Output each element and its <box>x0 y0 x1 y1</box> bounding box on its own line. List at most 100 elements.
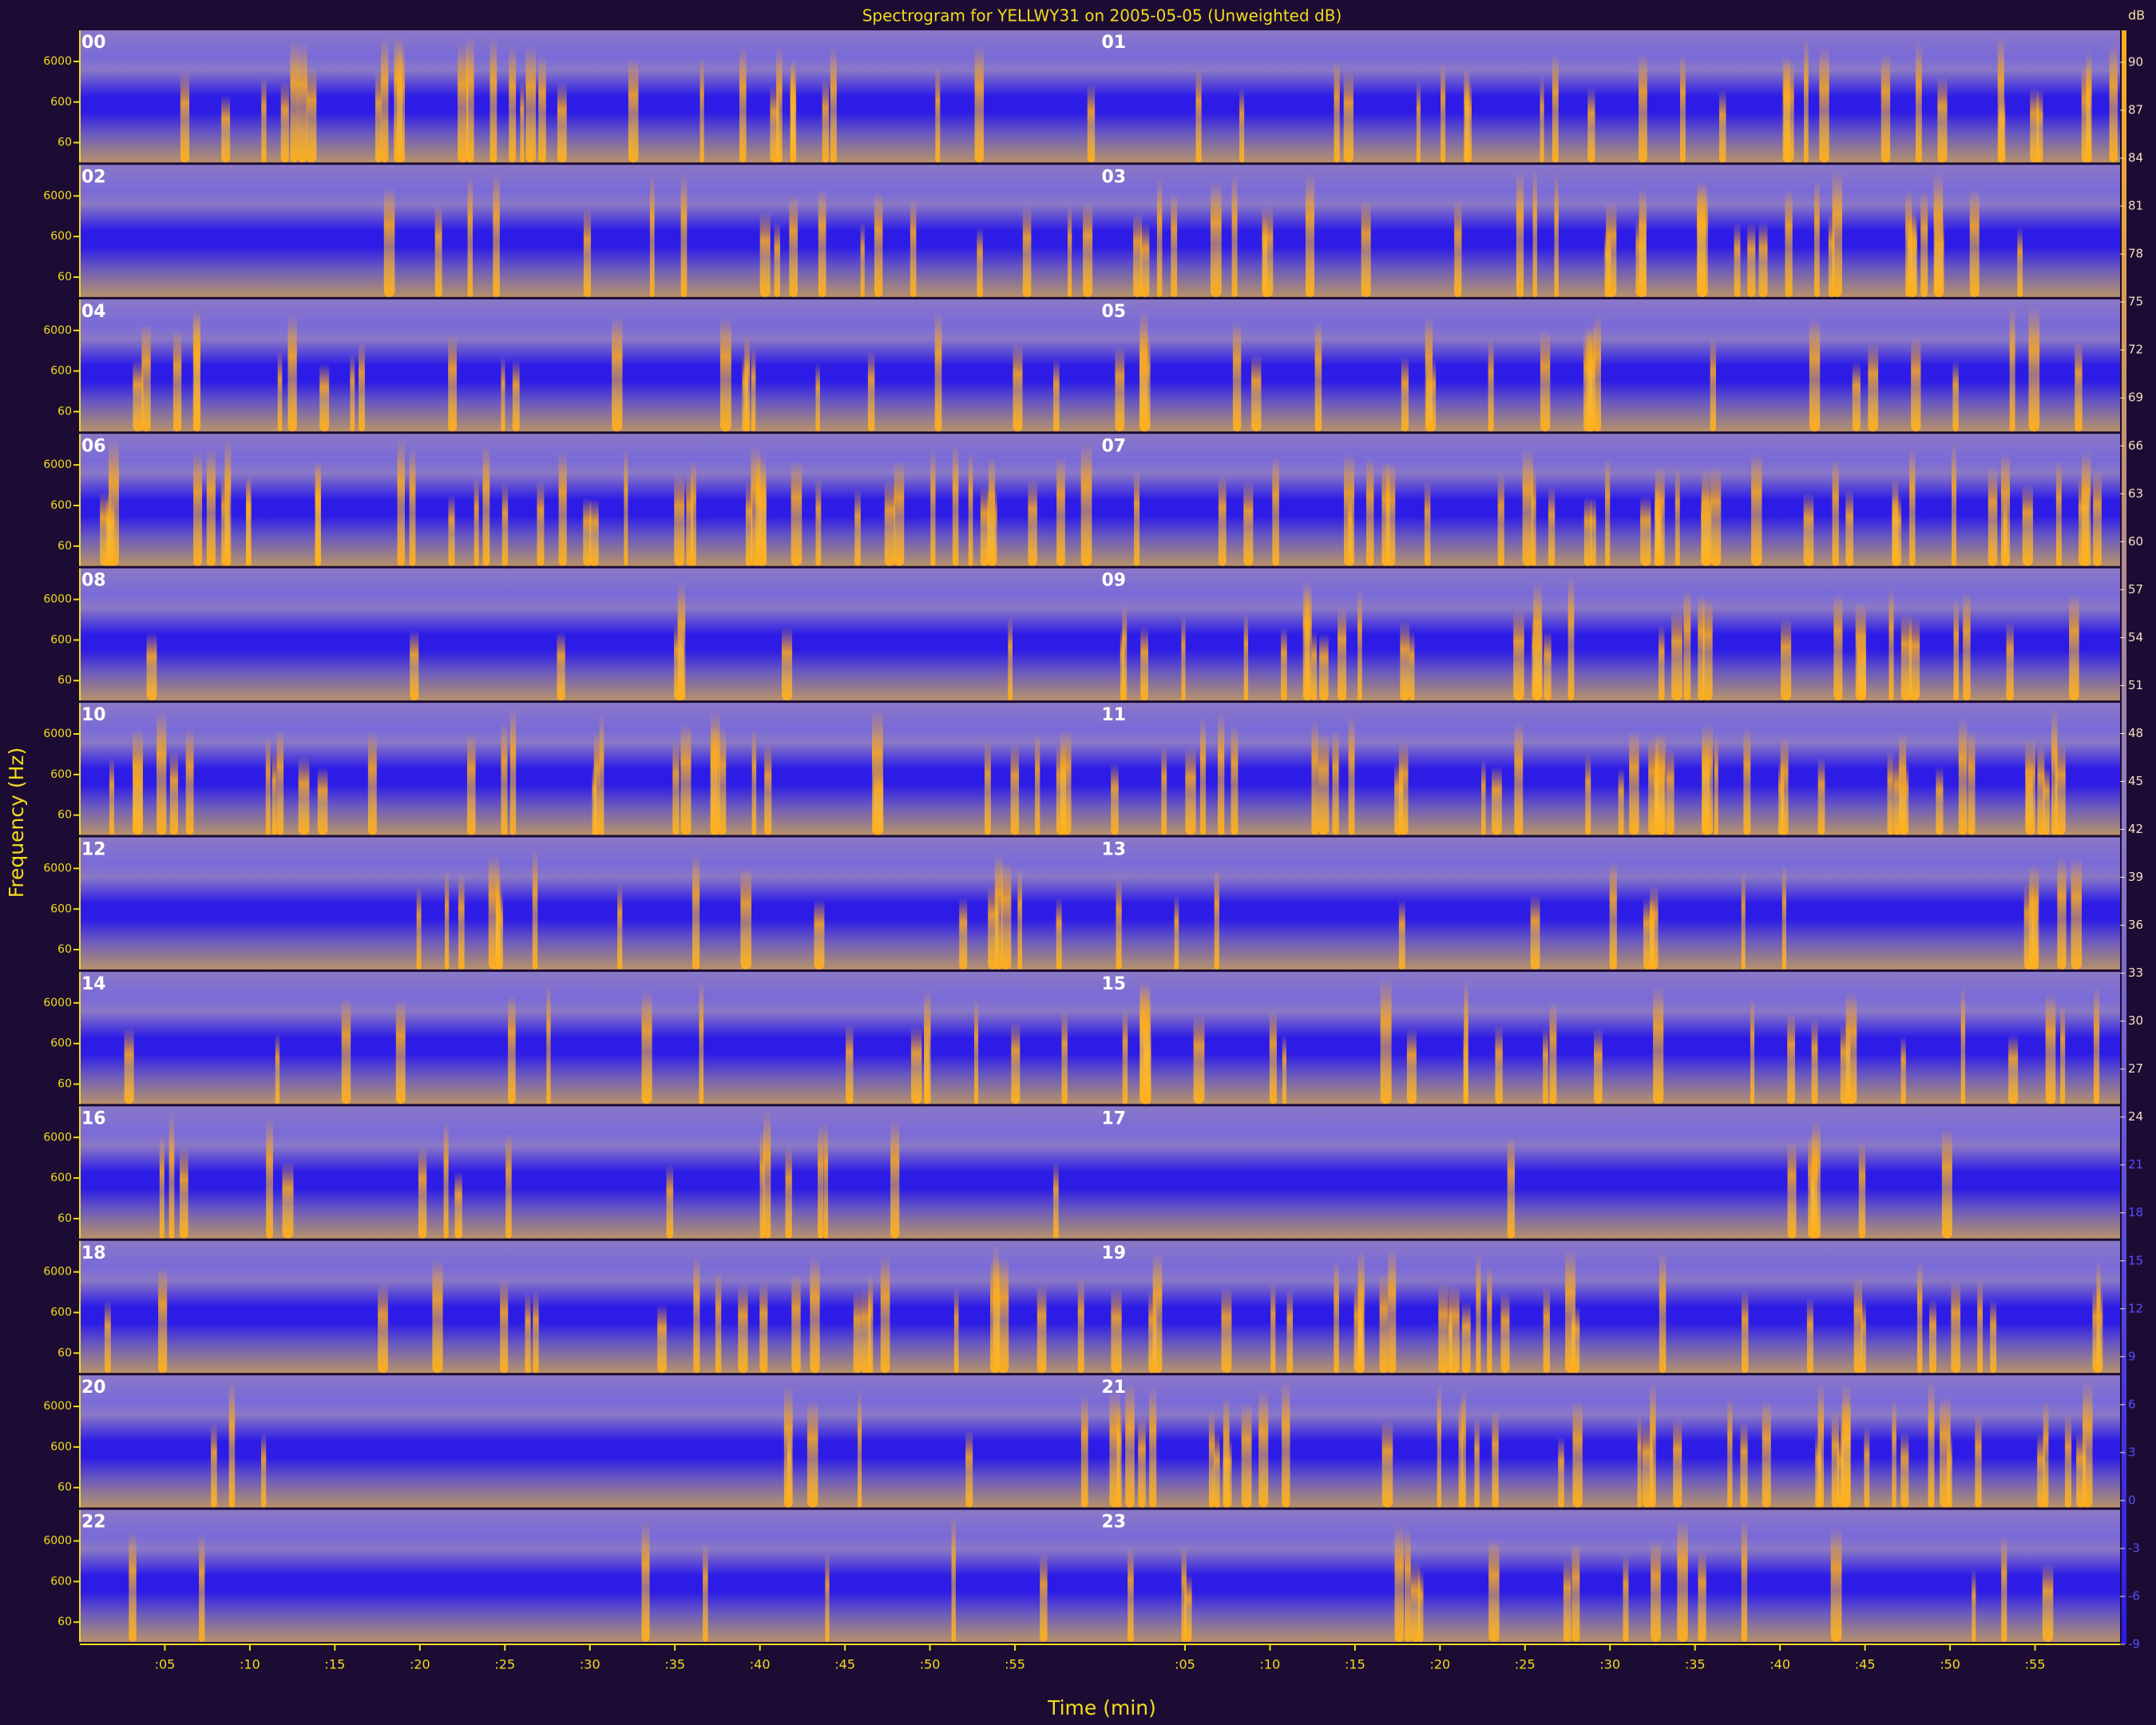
colorbar-tick-label: 63 <box>2128 486 2143 501</box>
call-streak <box>1590 497 1596 566</box>
call-streak <box>1741 1519 1748 1642</box>
call-streak <box>874 192 883 297</box>
call-streak <box>1714 734 1718 835</box>
call-streak <box>2075 340 2083 432</box>
call-streak <box>1487 1265 1492 1374</box>
call-streak <box>1438 1283 1449 1374</box>
call-streak <box>1424 481 1431 566</box>
call-streak <box>1319 632 1329 701</box>
colorbar-tick-label: 30 <box>2128 1013 2143 1028</box>
y-tick-label: 6000 <box>43 55 72 68</box>
call-streak <box>1548 486 1556 566</box>
y-tick-label: 60 <box>57 1212 72 1225</box>
call-streak <box>990 1257 1001 1374</box>
call-streak <box>298 755 310 835</box>
hour-label: 23 <box>1102 1513 1127 1533</box>
colorbar-tick-label: 45 <box>2128 774 2143 788</box>
call-streak <box>1915 42 1922 163</box>
call-streak <box>624 447 628 566</box>
x-tick-label: :05 <box>155 1657 176 1672</box>
call-streak <box>1659 1251 1667 1374</box>
call-streak <box>1571 1541 1580 1642</box>
call-streak <box>764 743 772 835</box>
call-streak <box>1161 745 1167 835</box>
x-tick-label: :15 <box>325 1657 346 1672</box>
call-streak <box>1653 985 1664 1104</box>
call-streak <box>1762 1399 1771 1508</box>
call-streak <box>2009 306 2015 432</box>
call-streak <box>1286 1288 1294 1374</box>
call-streak <box>1977 1279 1984 1374</box>
call-streak <box>1990 1299 1997 1374</box>
call-streak <box>1911 336 1921 432</box>
call-streak <box>228 1382 236 1508</box>
colorbar-tick-label: 57 <box>2128 582 2143 597</box>
colorbar-tick-label: 54 <box>2128 630 2143 644</box>
call-streak <box>246 477 252 566</box>
call-streak <box>1544 630 1552 701</box>
call-streak <box>934 311 942 432</box>
call-streak <box>1111 1287 1122 1374</box>
x-tick-label: :05 <box>1175 1657 1195 1672</box>
call-streak <box>290 40 299 163</box>
call-streak <box>2045 993 2056 1104</box>
call-streak <box>1929 1299 1936 1374</box>
call-streak <box>1572 1400 1583 1508</box>
call-streak <box>1845 489 1854 566</box>
call-streak <box>1010 744 1020 835</box>
x-tick-label: :40 <box>750 1657 771 1672</box>
call-streak <box>1221 1287 1232 1374</box>
call-streak <box>537 480 545 566</box>
x-tick-label: :30 <box>580 1657 600 1672</box>
call-streak <box>1077 1278 1084 1374</box>
call-streak <box>1677 1519 1688 1642</box>
call-streak <box>1868 342 1879 432</box>
call-streak <box>1426 358 1437 432</box>
call-streak <box>1280 626 1287 701</box>
call-streak <box>1067 204 1072 297</box>
call-streak <box>350 353 355 432</box>
call-streak <box>1262 205 1274 297</box>
call-streak <box>1605 458 1611 566</box>
call-streak <box>1830 1528 1842 1642</box>
call-streak <box>276 728 284 835</box>
call-streak <box>868 1275 874 1374</box>
call-streak <box>930 449 936 566</box>
chart-title: Spectrogram for YELLWY31 on 2005-05-05 (… <box>862 6 1342 26</box>
call-streak <box>2055 741 2066 835</box>
colorbar-tick-label: -6 <box>2128 1588 2140 1603</box>
call-streak <box>1083 201 1093 297</box>
call-streak <box>297 42 307 163</box>
call-streak <box>1461 1301 1471 1374</box>
call-streak <box>744 335 751 432</box>
call-streak <box>1353 1283 1364 1374</box>
call-streak <box>1437 1383 1441 1508</box>
call-streak <box>807 1400 818 1508</box>
call-streak <box>617 882 623 970</box>
call-streak <box>1543 1286 1550 1374</box>
call-streak <box>1080 1394 1088 1508</box>
call-streak <box>815 478 822 566</box>
call-streak <box>1852 361 1861 432</box>
x-tick-label: :40 <box>1770 1657 1790 1672</box>
call-streak <box>1514 722 1524 835</box>
call-streak <box>2028 306 2040 432</box>
call-streak <box>1565 1248 1575 1374</box>
y-tick-label: 60 <box>57 1077 72 1090</box>
hour-label: 05 <box>1102 302 1127 322</box>
call-streak <box>474 476 479 566</box>
colorbar-tick-label: 51 <box>2128 678 2143 692</box>
call-streak <box>641 1521 650 1642</box>
call-streak <box>1311 630 1318 701</box>
call-streak <box>818 187 826 297</box>
call-streak <box>1193 1013 1205 1104</box>
call-streak <box>583 497 592 566</box>
call-streak <box>532 850 538 970</box>
call-streak <box>180 70 190 163</box>
call-streak <box>853 1290 862 1374</box>
call-streak <box>221 94 231 163</box>
call-streak <box>974 45 984 163</box>
call-streak <box>1405 1528 1411 1642</box>
call-streak <box>2043 1400 2049 1508</box>
call-streak <box>1181 615 1186 701</box>
